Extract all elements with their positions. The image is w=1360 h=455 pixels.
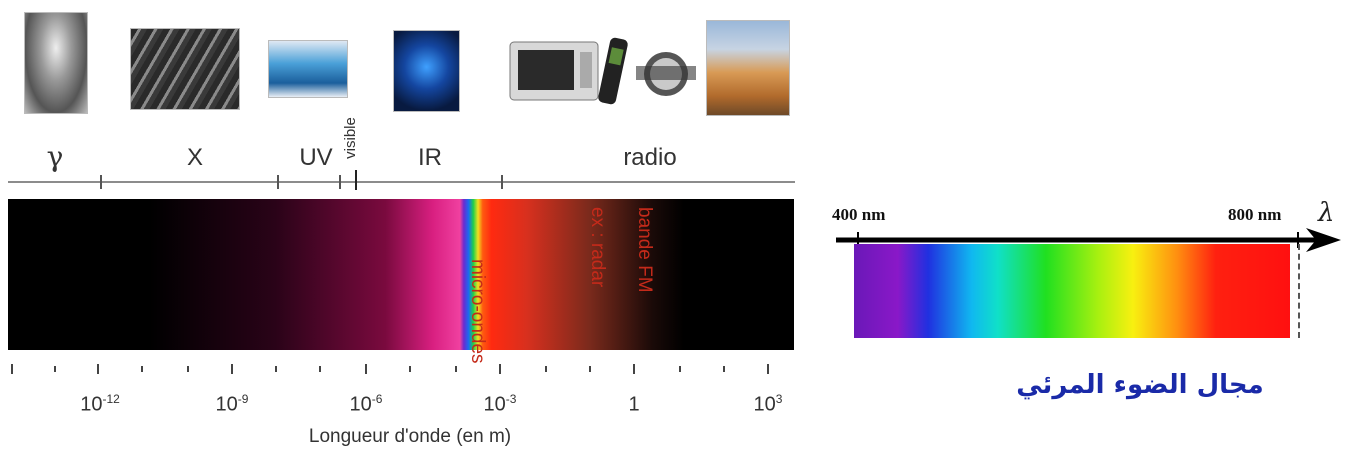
band-label-gamma: γ — [46, 140, 64, 173]
band-label-radio: radio — [623, 144, 677, 171]
uv-lamp-image — [268, 40, 348, 98]
band-label-uv: UV — [299, 144, 333, 171]
tick-label-1e-12: 10-12 — [80, 392, 120, 416]
micro-wave-text: micro-ondes — [467, 259, 488, 364]
fm-band-text: bande FM — [634, 207, 655, 293]
tick-label-1: 1 — [628, 393, 640, 416]
band-label-x: X — [186, 144, 203, 171]
em-spectrum-bar: micro-ondes ex : radar bande FM — [8, 199, 794, 364]
tick-label-1e-9: 10-9 — [215, 392, 249, 416]
tv-phone-watch-icon — [509, 37, 696, 105]
band-label-visible: visible — [342, 117, 359, 159]
axis-label: Longueur d'onde (en m) — [308, 426, 512, 447]
dashed-end-line — [1298, 244, 1300, 338]
visible-light-caption: مجال الضوء المرئي — [1016, 370, 1264, 400]
visible-spectrum-bar — [854, 244, 1290, 338]
infrared-image — [393, 30, 460, 112]
label-800nm: 800 nm — [1228, 205, 1282, 224]
xray-image — [130, 28, 240, 110]
radio-devices-image — [508, 36, 698, 106]
radio-waves-photo — [706, 20, 790, 116]
radar-text: ex : radar — [587, 207, 608, 288]
nuclear-explosion-image — [24, 12, 88, 114]
tick-label-1e-3: 10-3 — [483, 392, 517, 416]
lambda-symbol: λ — [1318, 198, 1335, 228]
wavelength-ticks — [11, 364, 769, 374]
band-separator-axis — [8, 170, 795, 190]
band-label-ir: IR — [418, 144, 442, 171]
tick-label-1e-6: 10-6 — [349, 392, 383, 416]
tick-label-1e3: 103 — [753, 392, 783, 416]
label-400nm: 400 nm — [832, 205, 886, 224]
